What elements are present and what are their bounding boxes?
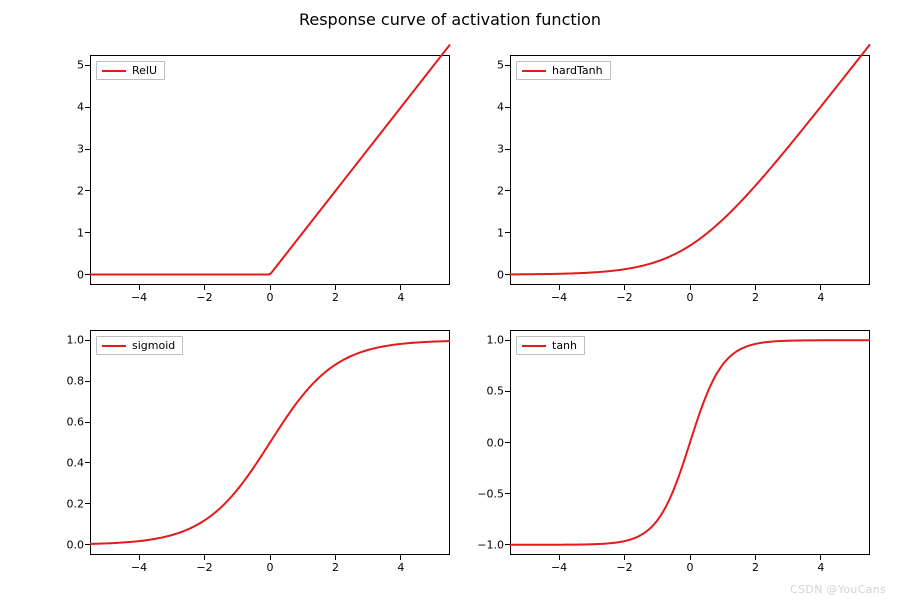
ytick-label: −0.5 bbox=[477, 487, 510, 500]
ytick-label: 0.4 bbox=[67, 456, 91, 469]
xtick-label: −4 bbox=[551, 555, 567, 574]
legend-label: hardTanh bbox=[552, 65, 603, 76]
plot-line-svg bbox=[90, 330, 450, 555]
ytick-label: 0.0 bbox=[67, 538, 91, 551]
ytick-label: 0.0 bbox=[487, 436, 511, 449]
ytick-label: 0 bbox=[77, 268, 90, 281]
subplot-hardtanh: 012345−4−2024hardTanh bbox=[510, 55, 870, 285]
legend-swatch bbox=[102, 70, 126, 72]
legend: hardTanh bbox=[516, 61, 611, 80]
xtick-label: −2 bbox=[616, 285, 632, 304]
plot-line-svg bbox=[510, 330, 870, 555]
xtick-label: 2 bbox=[332, 285, 339, 304]
xtick-label: −2 bbox=[196, 285, 212, 304]
ytick-label: 0.8 bbox=[67, 375, 91, 388]
legend-swatch bbox=[522, 70, 546, 72]
xtick-label: 4 bbox=[817, 555, 824, 574]
subplot-tanh: −1.0−0.50.00.51.0−4−2024tanh bbox=[510, 330, 870, 555]
legend-label: sigmoid bbox=[132, 340, 175, 351]
xtick-label: 4 bbox=[397, 555, 404, 574]
legend: sigmoid bbox=[96, 336, 183, 355]
ytick-label: 4 bbox=[497, 101, 510, 114]
ytick-label: 4 bbox=[77, 101, 90, 114]
ytick-label: 1 bbox=[77, 226, 90, 239]
xtick-label: 0 bbox=[687, 555, 694, 574]
subplot-sigmoid: 0.00.20.40.60.81.0−4−2024sigmoid bbox=[90, 330, 450, 555]
legend-label: tanh bbox=[552, 340, 577, 351]
legend: RelU bbox=[96, 61, 165, 80]
legend-swatch bbox=[102, 345, 126, 347]
ytick-label: 0.6 bbox=[67, 416, 91, 429]
xtick-label: 2 bbox=[752, 285, 759, 304]
xtick-label: −4 bbox=[551, 285, 567, 304]
ytick-label: 0 bbox=[497, 268, 510, 281]
xtick-label: 4 bbox=[817, 285, 824, 304]
ytick-label: 1.0 bbox=[487, 334, 511, 347]
ytick-label: 1.0 bbox=[67, 334, 91, 347]
legend-label: RelU bbox=[132, 65, 157, 76]
ytick-label: 3 bbox=[497, 143, 510, 156]
ytick-label: 2 bbox=[77, 184, 90, 197]
xtick-label: 0 bbox=[267, 285, 274, 304]
xtick-label: 2 bbox=[332, 555, 339, 574]
ytick-label: 5 bbox=[497, 59, 510, 72]
watermark: CSDN @YouCans bbox=[790, 583, 886, 596]
plot-line-svg bbox=[510, 55, 870, 285]
figure: Response curve of activation function 01… bbox=[0, 0, 900, 600]
ytick-label: 1 bbox=[497, 226, 510, 239]
xtick-label: 2 bbox=[752, 555, 759, 574]
xtick-label: −4 bbox=[131, 285, 147, 304]
xtick-label: −2 bbox=[616, 555, 632, 574]
ytick-label: 5 bbox=[77, 59, 90, 72]
xtick-label: −2 bbox=[196, 555, 212, 574]
ytick-label: 3 bbox=[77, 143, 90, 156]
ytick-label: 0.2 bbox=[67, 497, 91, 510]
figure-title: Response curve of activation function bbox=[0, 10, 900, 29]
plot-line-svg bbox=[90, 55, 450, 285]
legend: tanh bbox=[516, 336, 585, 355]
ytick-label: 0.5 bbox=[487, 385, 511, 398]
xtick-label: 4 bbox=[397, 285, 404, 304]
ytick-label: 2 bbox=[497, 184, 510, 197]
ytick-label: −1.0 bbox=[477, 538, 510, 551]
legend-swatch bbox=[522, 345, 546, 347]
subplot-relu: 012345−4−2024RelU bbox=[90, 55, 450, 285]
series-line bbox=[90, 341, 450, 544]
xtick-label: 0 bbox=[687, 285, 694, 304]
series-line bbox=[510, 340, 870, 545]
xtick-label: 0 bbox=[267, 555, 274, 574]
xtick-label: −4 bbox=[131, 555, 147, 574]
